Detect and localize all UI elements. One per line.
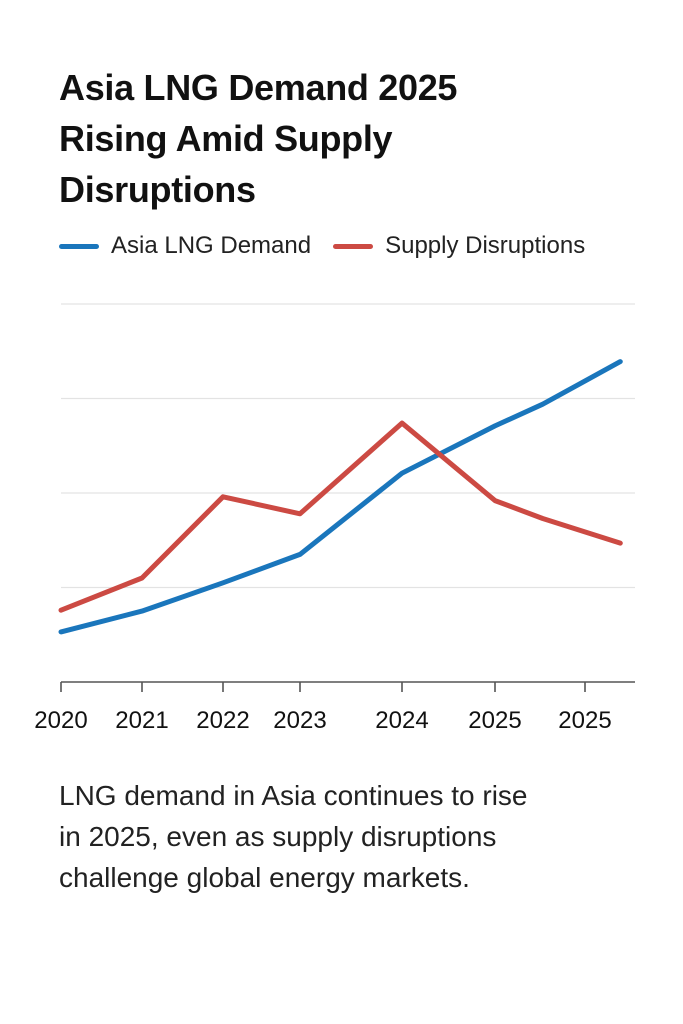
x-tick-label: 2022	[196, 707, 249, 734]
caption: LNG demand in Asia continues to rise in …	[59, 775, 659, 898]
x-tick-label: 2023	[273, 707, 326, 734]
legend-label-disruptions: Supply Disruptions	[385, 232, 586, 259]
x-tick-label: 2025	[468, 707, 521, 734]
legend: Asia LNG Demand Supply Disruptions	[59, 232, 607, 260]
x-tick-label: 2021	[115, 707, 168, 734]
x-tick-label: 2025	[558, 707, 611, 734]
chart-title-line: Disruptions	[59, 169, 256, 210]
line-chart: 2020 2021 2022 2023 2024 2025 2025	[34, 303, 635, 734]
legend-item-disruptions: Supply Disruptions	[333, 232, 585, 260]
caption-line: in 2025, even as supply disruptions	[59, 821, 497, 852]
caption-line: challenge global energy markets.	[59, 862, 470, 893]
series-line-disruptions	[58, 420, 623, 613]
legend-swatch-demand	[59, 243, 99, 249]
legend-item-demand: Asia LNG Demand	[59, 232, 311, 260]
legend-label-demand: Asia LNG Demand	[111, 232, 312, 259]
caption-line: LNG demand in Asia continues to rise	[59, 780, 528, 811]
x-tick-label: 2024	[375, 707, 428, 734]
chart-title-line: Rising Amid Supply	[59, 118, 393, 159]
x-tick-label: 2020	[34, 707, 87, 734]
legend-swatch-disruptions	[333, 243, 374, 249]
chart-title-line: Asia LNG Demand 2025	[59, 67, 458, 108]
series-line-demand	[58, 359, 623, 635]
chart-title: Asia LNG Demand 2025 Rising Amid Supply …	[59, 62, 659, 215]
